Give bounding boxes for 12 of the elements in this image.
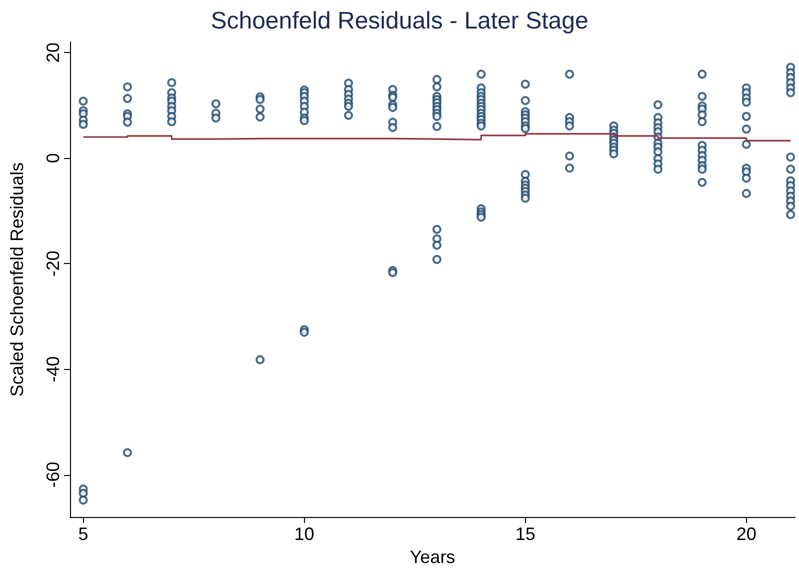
y-tick-label: -40 — [43, 356, 63, 382]
chart-title: Schoenfeld Residuals - Later Stage — [210, 8, 588, 34]
y-tick-label: 20 — [43, 42, 63, 63]
y-tick-label: -20 — [43, 250, 63, 277]
y-tick-label: 0 — [43, 153, 63, 164]
x-tick-label: 20 — [736, 524, 756, 544]
x-tick-label: 5 — [78, 524, 88, 544]
x-tick-label: 15 — [515, 524, 536, 544]
x-tick-label: 10 — [294, 524, 314, 544]
x-axis-title: Years — [410, 546, 456, 567]
y-tick-label: -60 — [43, 462, 63, 488]
y-axis-title: Scaled Schoenfeld Residuals — [7, 162, 27, 397]
